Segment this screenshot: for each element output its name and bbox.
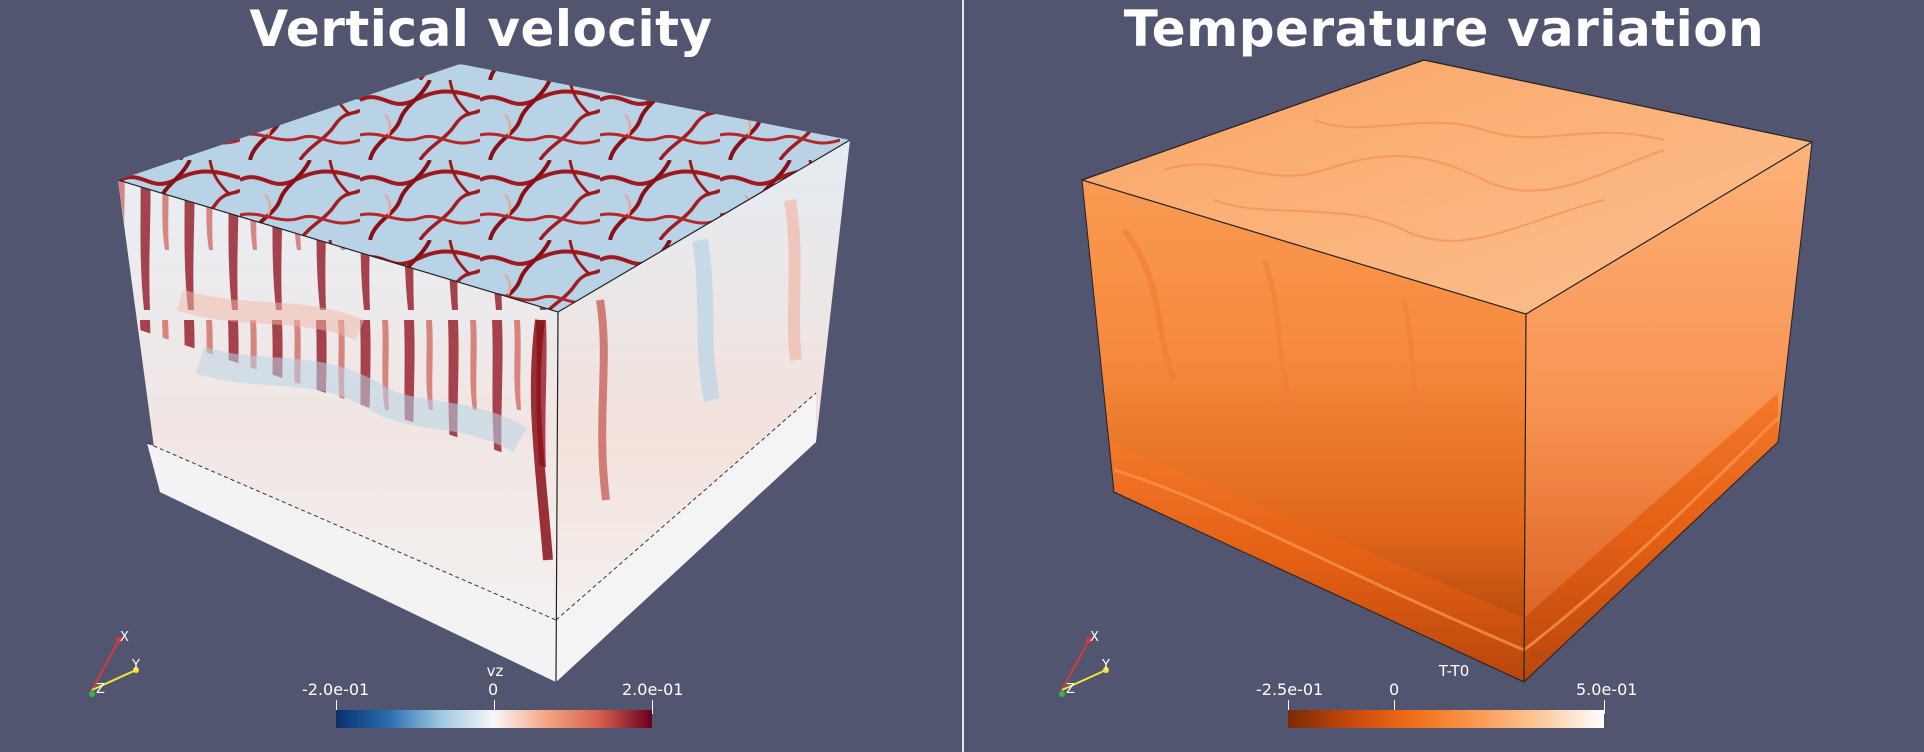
- colorbar-title: vz: [486, 662, 504, 680]
- render-view-temperature-variation[interactable]: Temperature variation: [964, 0, 1924, 752]
- colorbar-gradient[interactable]: [1288, 710, 1604, 728]
- render-view-vertical-velocity[interactable]: Vertical velocity: [0, 0, 962, 752]
- axis-y-label: Y: [132, 658, 140, 673]
- colorbar-tick-min: [336, 700, 337, 714]
- colorbar-tick-mid: [494, 700, 495, 714]
- orientation-axes: [1059, 637, 1109, 697]
- colorbar-mid-label: 0: [488, 680, 499, 699]
- colorbar-min-label: -2.0e-01: [302, 680, 370, 699]
- view-divider[interactable]: [962, 0, 964, 752]
- cube-top-face: [118, 64, 850, 312]
- colorbar-max-label: 2.0e-01: [622, 680, 684, 699]
- colorbar-tick-max: [1604, 700, 1605, 714]
- colorbar-title: T-T0: [1438, 662, 1470, 680]
- colorbar-tick-max: [652, 700, 653, 714]
- axis-x-label: X: [120, 630, 129, 645]
- axis-x-label: X: [1090, 630, 1099, 645]
- axis-z-label: Z: [96, 682, 105, 697]
- axis-y-label: Y: [1102, 658, 1110, 673]
- colorbar-tick-mid: [1394, 700, 1395, 714]
- cube-side-face: [556, 140, 850, 682]
- colorbar-min-label: -2.5e-01: [1256, 680, 1324, 699]
- temperature-cube[interactable]: [964, 0, 1924, 752]
- colorbar-tick-min: [1288, 700, 1289, 714]
- orientation-axes: [89, 637, 139, 697]
- cube-side-face: [1524, 142, 1812, 682]
- cube-front-face: [1082, 180, 1526, 682]
- colorbar-gradient[interactable]: [336, 710, 652, 728]
- view-title: Temperature variation: [1123, 0, 1765, 58]
- view-title: Vertical velocity: [249, 0, 713, 58]
- colorbar-max-label: 5.0e-01: [1576, 680, 1638, 699]
- cube-top-face: [1082, 60, 1812, 314]
- axis-z-label: Z: [1066, 682, 1075, 697]
- velocity-cube[interactable]: [0, 0, 962, 752]
- colorbar-mid-label: 0: [1389, 680, 1400, 699]
